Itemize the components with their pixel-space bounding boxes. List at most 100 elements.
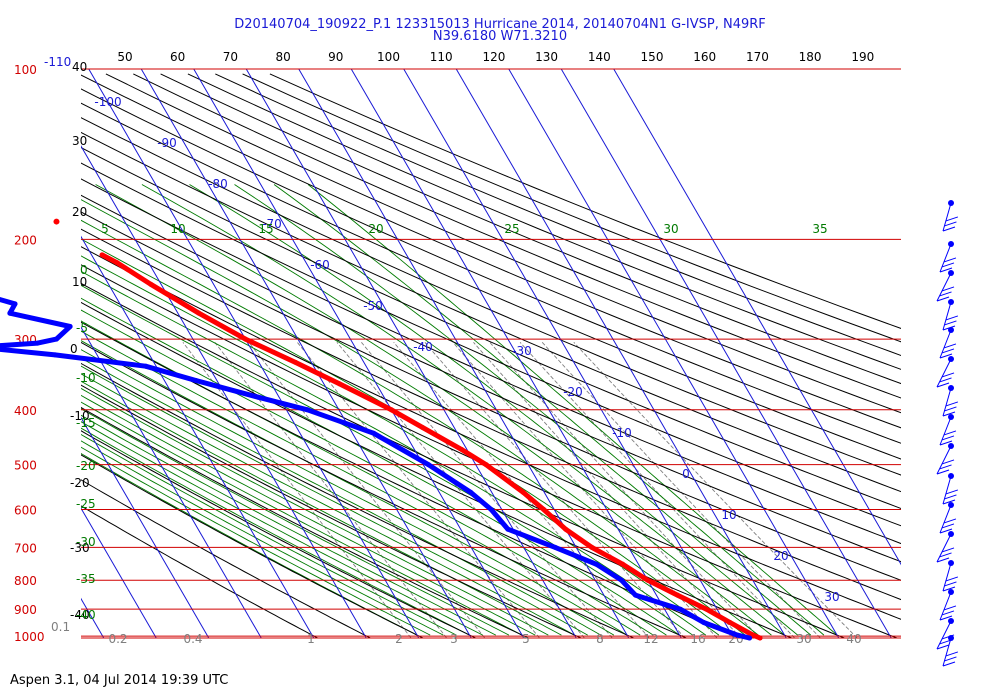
mixing-ratio-label: 0.2 [108, 632, 127, 646]
wind-barb-staff [936, 358, 952, 388]
temperature-point [196, 310, 202, 316]
temperature-profile [99, 252, 763, 641]
wind-barb-flag [939, 639, 952, 645]
mixing-ratio-label: 0.1 [51, 620, 70, 634]
dewpoint-point [143, 363, 149, 369]
moist-adiabat-label: 15 [258, 222, 273, 236]
footer-timestamp: Aspen 3.1, 04 Jul 2014 19:39 UTC [10, 673, 229, 688]
dewpoint-point [734, 632, 740, 638]
wind-barb-flag [942, 226, 956, 232]
wind-barb-flag [941, 459, 955, 465]
left-axis-label: -20 [70, 476, 90, 490]
wind-barb-flag [939, 552, 952, 558]
moist-adiabat-line [81, 414, 497, 636]
temperature-point [589, 544, 595, 550]
moist-adiabat-label: -25 [76, 497, 96, 511]
mixing-ratio-line [182, 342, 412, 638]
pressure-label: 100 [14, 63, 37, 77]
dewpoint-point [701, 620, 707, 625]
pressure-label: 600 [14, 503, 37, 517]
wind-barb-flag [944, 494, 957, 500]
moist-adiabat-line [81, 349, 615, 636]
dewpoint-point [193, 378, 199, 383]
isotherm-label: -50 [363, 299, 383, 313]
temperature-point [459, 447, 465, 452]
isotherm-label: -90 [157, 136, 177, 150]
temperature-point [114, 260, 120, 266]
mixing-ratio-label: 1 [307, 632, 315, 646]
dewpoint-point [67, 324, 73, 329]
moist-adiabat-label: 25 [504, 222, 519, 236]
wind-barb-flag [941, 547, 955, 553]
wind-barb-flag [943, 518, 957, 524]
dewpoint-point [35, 340, 41, 346]
wind-barb-staff [939, 504, 952, 534]
dry-adiabat-line [187, 73, 901, 370]
temperature-point [337, 381, 343, 387]
dry-adiabat-line [81, 479, 371, 638]
plot-area [81, 69, 901, 638]
mixing-ratio-line [452, 342, 718, 638]
top-temp-tick: 190 [851, 50, 874, 64]
wind-barb-flag [939, 267, 953, 273]
dewpoint-point [52, 352, 58, 358]
dry-adiabat-line [81, 194, 901, 563]
moist-adiabat-line [81, 401, 523, 636]
wind-barb-staff [942, 387, 952, 417]
wind-barb-staff [936, 620, 952, 650]
wind-barb-staff [942, 562, 952, 592]
wind-barb-flag [944, 406, 957, 412]
top-temp-tick: 50 [117, 50, 132, 64]
dewpoint-point [594, 561, 599, 567]
isotherm-line [81, 145, 367, 638]
isotherm-line [81, 326, 262, 638]
moist-adiabat-line [81, 433, 457, 636]
pressure-label: 800 [14, 574, 37, 588]
temperature-point [293, 360, 299, 365]
left-axis-label: 20 [72, 205, 87, 219]
wind-barb-flag [943, 605, 957, 611]
isotherm-line [350, 69, 682, 638]
isotherm-label: -10 [612, 426, 632, 440]
wind-barb-flag [944, 320, 957, 326]
dry-adiabat-line [81, 74, 901, 429]
top-temp-tick: 150 [641, 50, 664, 64]
mixing-ratio-label: 3 [450, 632, 458, 646]
wind-barb-flag [941, 262, 955, 268]
wind-barb-flag [936, 382, 950, 388]
moist-adiabat-label: 10 [170, 222, 185, 236]
mixing-ratio-line [573, 341, 858, 638]
mixing-ratio-label: 40 [846, 632, 861, 646]
dewpoint-point [677, 606, 683, 612]
wind-barb-flag [939, 440, 953, 446]
mixing-ratio-label: 0.4 [183, 632, 202, 646]
isotherm-label: 10 [721, 508, 736, 522]
isotherm-line [81, 416, 210, 638]
mixing-ratio-line [296, 342, 540, 638]
dry-adiabat-line [81, 454, 424, 638]
moist-adiabat-line [81, 340, 628, 636]
isotherm-line [81, 507, 157, 638]
dewpoint-point [505, 526, 511, 532]
pressure-label: 700 [14, 541, 37, 555]
isotherm-line [298, 69, 630, 638]
temperature-point [388, 407, 394, 413]
mixing-ratio-line [336, 342, 585, 638]
mixing-ratio-line [248, 342, 486, 638]
isotherm-line [613, 69, 901, 566]
wind-barb-staff [942, 637, 952, 667]
wind-barb-flag [939, 464, 952, 470]
wind-barb-flag [942, 411, 956, 417]
temperature-point [483, 462, 489, 468]
dry-adiabat-line [81, 301, 792, 638]
mixing-ratio-label: 2 [395, 632, 403, 646]
isotherm-line [88, 69, 420, 638]
wind-barb-flag [941, 348, 955, 354]
wind-barb-flag [945, 651, 959, 657]
dewpoint-point [632, 592, 638, 598]
wind-barb-flag [945, 401, 959, 407]
temperature-point [99, 252, 105, 258]
chart-subtitle: N39.6180 W71.3210 [432, 29, 568, 44]
isotherm-label: -30 [512, 344, 532, 358]
